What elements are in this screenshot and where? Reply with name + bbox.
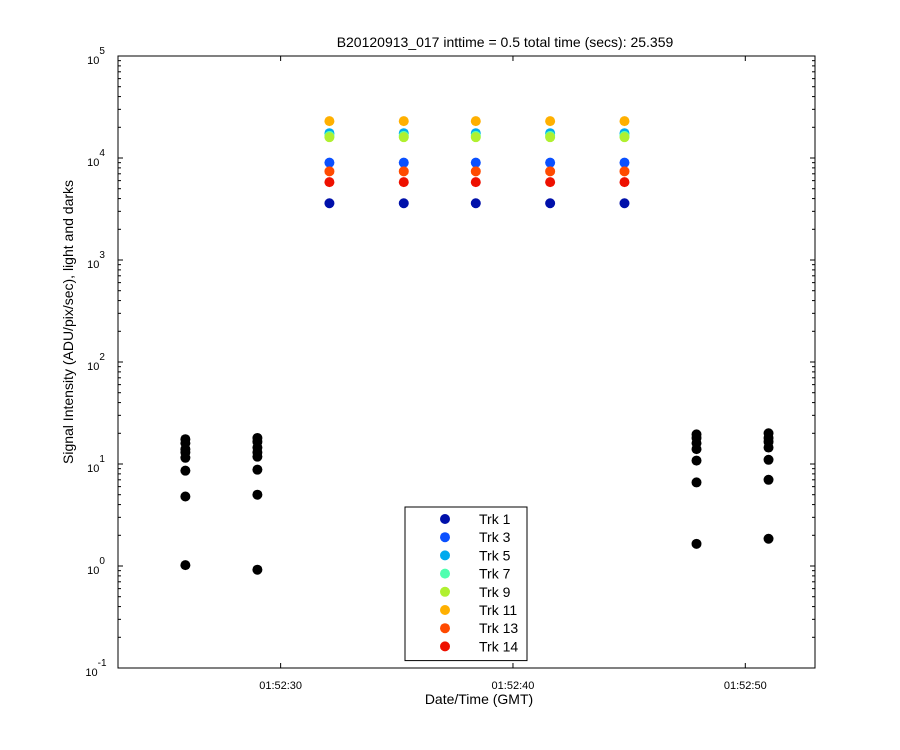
point-trk-11 bbox=[545, 116, 556, 127]
legend-marker bbox=[440, 532, 450, 543]
point-trk-13 bbox=[470, 166, 481, 177]
dark-point bbox=[180, 491, 191, 502]
point-trk-3 bbox=[619, 157, 630, 168]
point-trk-1 bbox=[470, 198, 481, 209]
point-trk-11 bbox=[470, 116, 481, 127]
point-trk-11 bbox=[398, 116, 409, 127]
dark-point bbox=[180, 452, 191, 463]
legend-label: Trk 3 bbox=[479, 529, 511, 545]
point-trk-1 bbox=[324, 198, 335, 209]
point-trk-14 bbox=[619, 177, 630, 188]
dark-point bbox=[691, 477, 702, 488]
point-trk-14 bbox=[545, 177, 556, 188]
legend-label: Trk 11 bbox=[479, 602, 517, 618]
point-trk-14 bbox=[324, 177, 335, 188]
dark-point bbox=[180, 560, 191, 571]
legend-marker bbox=[440, 586, 450, 597]
legend-label: Trk 9 bbox=[479, 584, 511, 600]
point-trk-1 bbox=[398, 198, 409, 209]
dark-point bbox=[180, 465, 191, 476]
y-tick-label: 103 bbox=[87, 250, 105, 271]
legend-marker bbox=[440, 641, 450, 652]
y-tick-label: 102 bbox=[87, 352, 105, 373]
point-trk-13 bbox=[619, 166, 630, 177]
y-tick-exponent: -1 bbox=[98, 658, 107, 669]
legend-marker bbox=[440, 514, 450, 524]
point-trk-1 bbox=[619, 198, 630, 209]
y-tick-exponent: 0 bbox=[99, 556, 105, 567]
legend: Trk 1 Trk 3 Trk 5 Trk 7 Trk 9 Trk 11 Trk 13 Trk… bbox=[404, 506, 528, 662]
y-tick-label: 105 bbox=[87, 46, 105, 67]
dark-point bbox=[763, 533, 774, 544]
legend-marker bbox=[440, 568, 450, 579]
dark-point bbox=[763, 454, 774, 465]
point-trk-9 bbox=[324, 132, 335, 143]
y-axis-label: Signal Intensity (ADU/pix/sec), light an… bbox=[60, 180, 76, 464]
point-trk-13 bbox=[545, 166, 556, 177]
y-tick-exponent: 4 bbox=[99, 148, 105, 159]
point-trk-11 bbox=[324, 116, 335, 127]
legend-marker bbox=[440, 623, 450, 634]
point-trk-9 bbox=[545, 132, 556, 143]
legend-label: Trk 1 bbox=[479, 511, 511, 527]
legend-marker bbox=[440, 605, 450, 615]
y-tick-base: 10 bbox=[85, 667, 97, 679]
point-trk-13 bbox=[398, 166, 409, 177]
y-tick-exponent: 5 bbox=[99, 46, 105, 57]
y-tick-exponent: 1 bbox=[99, 454, 105, 465]
point-trk-14 bbox=[398, 177, 409, 188]
y-tick-label: 101 bbox=[87, 454, 105, 475]
y-tick-label: 100 bbox=[87, 556, 105, 577]
dark-point bbox=[252, 451, 263, 462]
marks bbox=[180, 116, 774, 575]
y-tick-exponent: 3 bbox=[99, 250, 105, 261]
y-tick-exponent: 2 bbox=[99, 352, 105, 363]
x-tick-label: 01:52:40 bbox=[492, 680, 535, 692]
point-trk-9 bbox=[398, 132, 409, 143]
point-trk-3 bbox=[545, 157, 556, 168]
chart-title: B20120913_017 inttime = 0.5 total time (… bbox=[337, 34, 674, 50]
legend-label: Trk 14 bbox=[479, 638, 518, 654]
legend-label: Trk 13 bbox=[479, 620, 518, 636]
point-trk-1 bbox=[545, 198, 556, 209]
point-trk-11 bbox=[619, 116, 630, 127]
dark-point bbox=[252, 564, 263, 575]
legend-label: Trk 5 bbox=[479, 547, 511, 563]
y-tick-base: 10 bbox=[87, 55, 99, 67]
dark-point bbox=[763, 474, 774, 485]
y-tick-base: 10 bbox=[87, 157, 99, 169]
point-trk-9 bbox=[470, 132, 481, 143]
dark-point bbox=[691, 538, 702, 549]
y-tick-base: 10 bbox=[87, 565, 99, 577]
dark-point bbox=[252, 464, 263, 475]
y-tick-label: 10-1 bbox=[85, 658, 107, 679]
point-trk-3 bbox=[324, 157, 335, 168]
y-tick-label: 104 bbox=[87, 148, 105, 169]
dark-point bbox=[252, 489, 263, 500]
point-trk-3 bbox=[398, 157, 409, 168]
x-tick-label: 01:52:50 bbox=[724, 680, 767, 692]
x-tick-label: 01:52:30 bbox=[259, 680, 302, 692]
y-tick-base: 10 bbox=[87, 259, 99, 271]
dark-point bbox=[763, 442, 774, 453]
legend-marker bbox=[440, 550, 450, 561]
dark-point bbox=[691, 455, 702, 466]
point-trk-14 bbox=[470, 177, 481, 188]
y-tick-base: 10 bbox=[87, 361, 99, 373]
y-tick-base: 10 bbox=[87, 463, 99, 475]
legend-label: Trk 7 bbox=[479, 566, 511, 582]
point-trk-3 bbox=[470, 157, 481, 168]
x-axis-label: Date/Time (GMT) bbox=[425, 691, 533, 707]
legend-box bbox=[404, 506, 528, 662]
point-trk-9 bbox=[619, 132, 630, 143]
dark-point bbox=[691, 444, 702, 455]
point-trk-13 bbox=[324, 166, 335, 177]
